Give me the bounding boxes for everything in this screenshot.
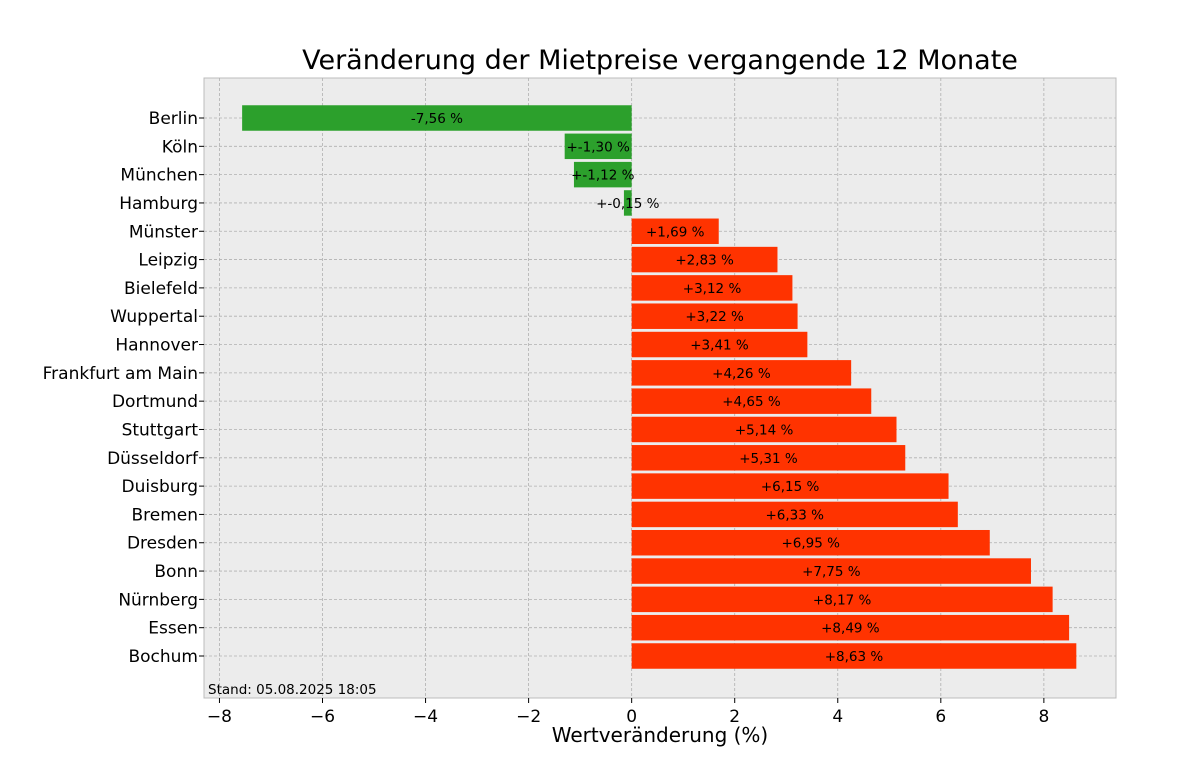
y-tick-label: Leipzig [138, 251, 198, 271]
bar-bochum [631, 643, 1077, 669]
bar-value-label: +5,14 % [735, 422, 794, 438]
bar-wuppertal [631, 303, 798, 329]
bar-bielefeld [631, 275, 793, 301]
bar-hannover [631, 331, 808, 358]
y-tick-label: Wuppertal [110, 307, 198, 327]
y-tick-label: Bonn [154, 562, 198, 582]
y-tick-label: Frankfurt am Main [43, 364, 198, 384]
bar-value-label: +6,15 % [761, 479, 820, 495]
bar-value-label: +6,33 % [765, 507, 824, 523]
bar-bonn [631, 558, 1031, 584]
chart-title: Veränderung der Mietpreise vergangende 1… [302, 45, 1018, 76]
x-tick-label: −6 [310, 707, 335, 727]
bar-value-label: -7,56 % [411, 111, 463, 127]
bar-köln [564, 133, 632, 160]
bar-value-label: +7,75 % [802, 564, 861, 580]
x-tick-label: −2 [516, 707, 541, 727]
bar-value-label: +1,69 % [646, 224, 705, 240]
bar-düsseldorf [631, 445, 906, 471]
bar-value-label: +3,22 % [685, 309, 744, 325]
bar-stuttgart [631, 416, 897, 443]
y-tick-label: Dortmund [112, 392, 198, 412]
x-tick-label: 0 [626, 707, 637, 727]
y-tick-label: Hamburg [119, 194, 198, 214]
y-tick-label: Münster [129, 222, 198, 242]
bar-hamburg [623, 190, 632, 216]
bar-value-label: +3,12 % [683, 281, 742, 297]
bar-value-label: +8,63 % [825, 649, 884, 665]
y-tick-label: Düsseldorf [107, 449, 199, 469]
bar-bremen [631, 501, 958, 528]
bar-berlin [242, 105, 632, 131]
y-tick-label: Stuttgart [122, 420, 199, 440]
bar-münchen [573, 161, 632, 188]
y-tick-label: Bremen [131, 505, 198, 525]
y-tick-label: Bochum [128, 647, 198, 667]
bar-dortmund [631, 388, 872, 414]
bar-leipzig [631, 246, 778, 273]
x-tick-label: 8 [1038, 707, 1049, 727]
y-tick-label: Essen [148, 619, 198, 639]
y-tick-label: Bielefeld [124, 279, 198, 299]
x-tick-label: 2 [729, 707, 740, 727]
bar-value-label: +4,26 % [712, 366, 771, 382]
bar-value-label: +-1,12 % [571, 168, 635, 184]
bar-value-label: +-1,30 % [566, 139, 630, 155]
x-axis-label: Wertveränderung (%) [552, 723, 769, 747]
bar-value-label: +4,65 % [722, 394, 781, 410]
y-tick-label: Duisburg [122, 477, 199, 497]
bar-value-label: +-0,15 % [596, 196, 660, 212]
y-tick-label: Nürnberg [118, 590, 198, 610]
bar-essen [631, 614, 1070, 641]
bar-frankfurt-am-main [631, 360, 852, 386]
bar-nürnberg [631, 586, 1053, 613]
bar-value-label: +8,17 % [813, 592, 872, 608]
x-tick-label: −8 [207, 707, 232, 727]
bars [242, 105, 1077, 669]
bar-value-label: +8,49 % [821, 621, 880, 637]
bar-value-label: +6,95 % [781, 536, 840, 552]
x-tick-label: 6 [935, 707, 946, 727]
bar-duisburg [631, 473, 949, 499]
x-tick-label: −4 [413, 707, 438, 727]
x-axis-ticks: −8 −6 −4 −2 0 2 4 6 8 [207, 698, 1049, 727]
bar-value-label: +5,31 % [739, 451, 798, 467]
y-tick-label: Dresden [127, 534, 198, 554]
y-tick-label: Berlin [149, 109, 198, 129]
bar-dresden [631, 529, 990, 556]
bar-münster [631, 218, 719, 245]
x-tick-label: 4 [832, 707, 843, 727]
timestamp-note: Stand: 05.08.2025 18:05 [208, 682, 377, 698]
data-labels: -7,56 % +-1,30 % +-1,12 % +-0,15 % +1,69 % +2… [411, 111, 884, 665]
y-tick-label: München [120, 166, 198, 186]
y-tick-label: Hannover [115, 336, 198, 356]
bar-value-label: +3,41 % [690, 338, 749, 354]
y-tick-label: Köln [162, 137, 198, 157]
y-axis-ticks: Berlin Köln München Hamburg Münster Leipzig Bi… [43, 109, 204, 667]
bar-value-label: +2,83 % [675, 253, 734, 269]
